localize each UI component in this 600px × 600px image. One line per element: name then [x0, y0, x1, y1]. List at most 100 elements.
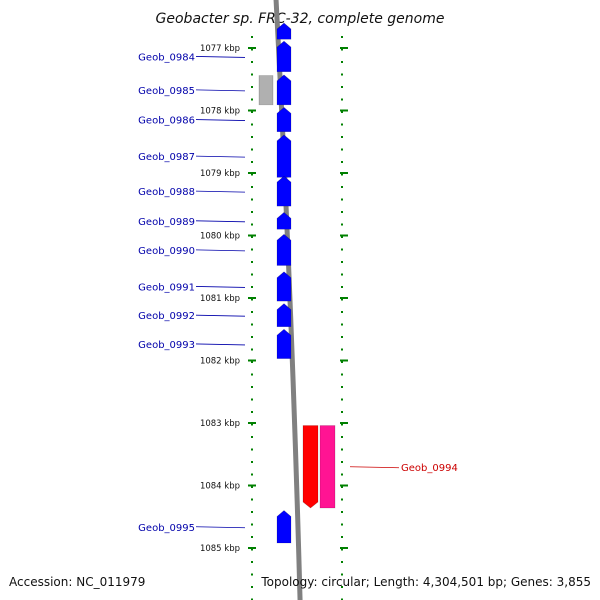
gene-features: [258, 22, 336, 544]
track-dot: [251, 436, 253, 438]
geob-0988-feature[interactable]: [276, 175, 292, 207]
tick-label: 1081 kbp: [200, 294, 240, 304]
track-dot: [251, 561, 253, 563]
track-dot: [341, 111, 343, 113]
reverse-strand-track: [341, 36, 343, 600]
right-tick: [340, 109, 348, 112]
geob-0986-feature[interactable]: [276, 106, 292, 133]
track-dot: [341, 573, 343, 576]
track-dot: [251, 248, 253, 251]
track-dot: [341, 48, 343, 51]
track-dot: [251, 598, 253, 600]
track-dot: [251, 486, 253, 488]
track-dot: [341, 248, 343, 251]
track-dot: [251, 286, 253, 288]
geob-0994-label[interactable]: Geob_0994: [401, 463, 458, 474]
track-dot: [341, 98, 343, 101]
track-dot: [341, 161, 343, 163]
track-dot: [251, 148, 253, 151]
geob-0989-label[interactable]: Geob_0989: [138, 217, 195, 228]
track-dot: [251, 111, 253, 113]
track-dot: [341, 123, 343, 126]
track-dot: [251, 261, 253, 263]
left-tick: [248, 172, 256, 174]
geob-0991-label[interactable]: Geob_0991: [138, 282, 195, 293]
geob-0987-label[interactable]: Geob_0987: [138, 152, 195, 163]
geob-0990-leader: [195, 249, 246, 252]
geob-0984-leader: [195, 56, 246, 58]
track-dot: [251, 373, 253, 376]
right-tick: [340, 484, 348, 487]
right-tick: [340, 297, 348, 299]
geob-0985-neighbor-feature[interactable]: [258, 75, 274, 106]
geob-0984-feature[interactable]: [276, 40, 292, 73]
track-dot: [251, 273, 253, 276]
track-dot: [341, 311, 343, 313]
track-dot: [251, 173, 253, 176]
geob-0992-feature[interactable]: [276, 303, 292, 328]
geob-0985-label[interactable]: Geob_0985: [138, 86, 195, 97]
geob-0993-feature[interactable]: [276, 328, 292, 359]
track-dot: [341, 423, 343, 426]
right-tick: [340, 359, 348, 362]
left-tick: [248, 422, 256, 424]
tick-label: 1078 kbp: [200, 107, 240, 117]
tick-label: 1082 kbp: [200, 357, 240, 367]
geob-0994-feature[interactable]: [319, 425, 336, 509]
geob-0995-feature[interactable]: [276, 510, 292, 544]
track-dot: [341, 561, 343, 563]
track-dot: [341, 211, 343, 213]
track-dot: [251, 461, 253, 463]
geob-0986-label[interactable]: Geob_0986: [138, 116, 195, 127]
track-dot: [341, 448, 343, 451]
left-tick: [248, 109, 256, 112]
geob-0990-feature[interactable]: [276, 233, 292, 266]
track-dot: [251, 223, 253, 226]
track-dot: [341, 486, 343, 488]
track-dot: [341, 498, 343, 501]
geob-0988-label[interactable]: Geob_0988: [138, 187, 195, 198]
right-tick: [340, 172, 348, 174]
track-dot: [341, 511, 343, 513]
geob-0993-label[interactable]: Geob_0993: [138, 340, 195, 351]
geob-0987-leader: [195, 155, 246, 158]
track-dot: [341, 73, 343, 76]
track-dot: [341, 86, 343, 88]
track-dot: [251, 523, 253, 526]
track-dot: [251, 361, 253, 363]
track-dot: [341, 323, 343, 326]
geob-0989-feature[interactable]: [276, 211, 292, 230]
tick-label: 1084 kbp: [200, 482, 240, 492]
forward-strand-track: [251, 36, 253, 600]
track-dot: [251, 298, 253, 301]
track-dot: [341, 186, 343, 188]
track-dot: [341, 36, 343, 38]
track-dot: [341, 361, 343, 363]
left-tick: [248, 547, 256, 549]
geob-0990-label[interactable]: Geob_0990: [138, 246, 195, 257]
track-dot: [341, 523, 343, 526]
geob-0985-feature[interactable]: [276, 74, 292, 106]
geob-0987-feature[interactable]: [276, 134, 292, 178]
geob-0984-label[interactable]: Geob_0984: [138, 52, 195, 63]
tick-label: 1083 kbp: [200, 419, 240, 429]
track-dot: [251, 573, 253, 576]
track-dot: [251, 348, 253, 351]
geob-0985-leader: [195, 89, 246, 92]
track-dot: [341, 336, 343, 338]
geob-0995-label[interactable]: Geob_0995: [138, 523, 195, 534]
track-dot: [341, 286, 343, 288]
track-dot: [251, 448, 253, 451]
geob-0994-gene-feature[interactable]: [302, 425, 319, 509]
gene-labels: Geob_0984 Geob_0985 Geob_0986 Geob_0987 Geob…: [138, 52, 458, 533]
scale-ticks: 1077 kbp 1078 kbp 1079 kbp 1080 kbp 1081 kbp…: [200, 44, 348, 554]
geob-0992-label[interactable]: Geob_0992: [138, 311, 195, 322]
track-dot: [341, 148, 343, 151]
left-tick: [248, 359, 256, 362]
geob-0983-partial-feature[interactable]: [276, 22, 292, 40]
geob-0986-leader: [195, 119, 246, 121]
tick-label: 1077 kbp: [200, 44, 240, 54]
track-dot: [251, 236, 253, 238]
track-dot: [251, 198, 253, 201]
geob-0991-feature[interactable]: [276, 271, 292, 302]
